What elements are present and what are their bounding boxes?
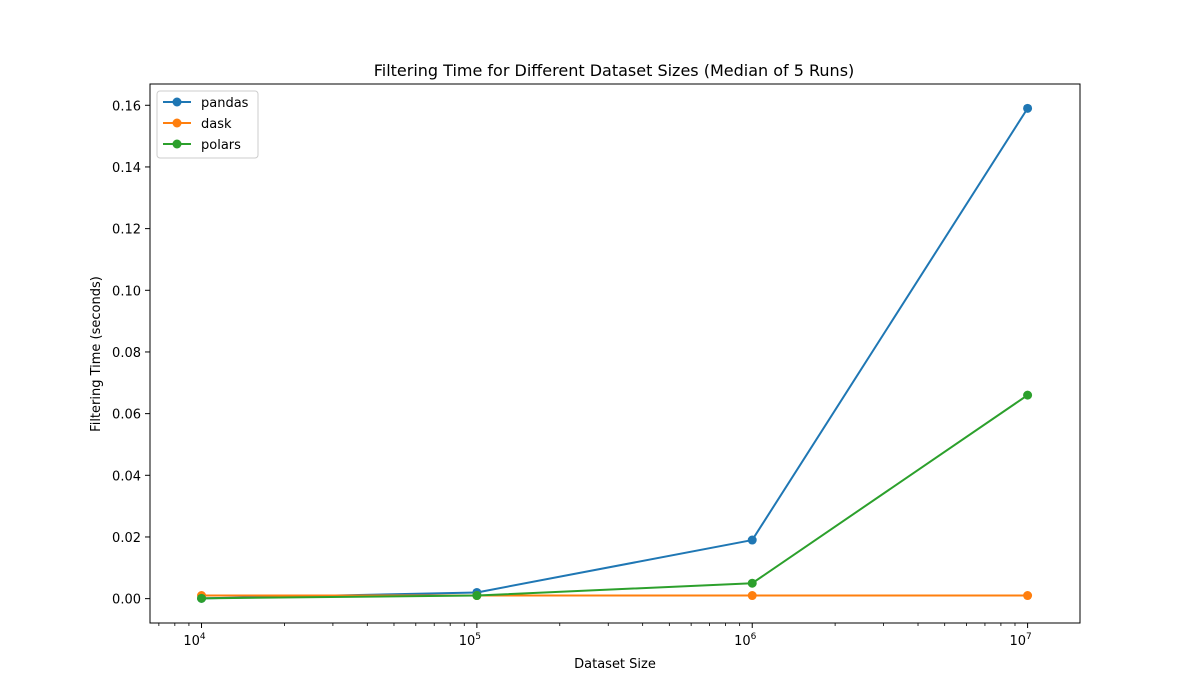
- x-tick-label: 107: [1009, 632, 1031, 649]
- legend: pandas dask polars: [156, 90, 259, 159]
- y-axis-label: Filtering Time (seconds): [89, 276, 104, 432]
- x-tick-label: 105: [459, 632, 481, 649]
- legend-marker-polars: [172, 139, 182, 149]
- x-tick-label-exponent: 7: [1026, 632, 1032, 642]
- legend-label: pandas: [201, 96, 249, 111]
- y-tick-label: 0.06: [112, 408, 141, 423]
- x-tick-label-exponent: 4: [200, 632, 206, 642]
- legend-item-polars: polars: [163, 138, 241, 153]
- legend-marker-pandas: [172, 97, 182, 107]
- y-tick-label: 0.14: [112, 161, 141, 176]
- polars-series-line: [200, 394, 1029, 600]
- dask-data-point: [747, 591, 757, 601]
- x-axis-ticks: 104 105 106 107: [158, 623, 1032, 649]
- legend-label: polars: [201, 138, 241, 153]
- chart-title: Filtering Time for Different Dataset Siz…: [374, 61, 855, 80]
- y-axis-ticks: 0.00 0.02 0.04 0.06 0.08 0.10 0.12 0.14 0.16: [112, 99, 150, 608]
- x-tick-label-base: 10: [183, 634, 200, 649]
- legend-marker-dask: [172, 118, 182, 128]
- plot-frame: [149, 83, 1081, 624]
- x-tick-label: 104: [183, 632, 206, 649]
- y-tick-label: 0.04: [112, 469, 141, 484]
- series-pandas: [197, 103, 1033, 603]
- y-tick-label: 0.08: [112, 346, 141, 361]
- x-tick-label-base: 10: [734, 634, 751, 649]
- legend-label: dask: [201, 117, 232, 132]
- pandas-series-line: [200, 107, 1029, 600]
- x-tick-label: 106: [734, 632, 757, 649]
- pandas-data-point: [747, 535, 757, 545]
- polars-data-point: [472, 591, 482, 601]
- series-lines: [197, 103, 1033, 603]
- x-tick-label-base: 10: [1009, 634, 1026, 649]
- x-axis-label: Dataset Size: [574, 657, 656, 672]
- dask-data-point: [1023, 591, 1033, 601]
- x-tick-label-base: 10: [459, 634, 476, 649]
- y-tick-label: 0.16: [112, 99, 141, 114]
- axes: 104 105 106 107 0.000.020.040.060.080.100.1…: [112, 83, 1081, 649]
- x-tick-label-exponent: 5: [475, 632, 481, 642]
- y-tick-label: 0.10: [112, 284, 141, 299]
- series-dask: [197, 591, 1033, 601]
- pandas-data-point: [1023, 103, 1033, 113]
- y-tick-label: 0.02: [112, 531, 141, 546]
- polars-data-point: [197, 593, 207, 603]
- series-polars: [197, 390, 1033, 603]
- y-tick-label: 0.12: [112, 223, 141, 238]
- polars-data-point: [747, 578, 757, 588]
- x-tick-label-exponent: 6: [751, 632, 757, 642]
- polars-data-point: [1023, 390, 1033, 400]
- y-tick-label: 0.00: [112, 593, 141, 608]
- legend-item-pandas: pandas: [163, 96, 249, 111]
- legend-box: [156, 90, 259, 159]
- legend-item-dask: dask: [163, 117, 232, 132]
